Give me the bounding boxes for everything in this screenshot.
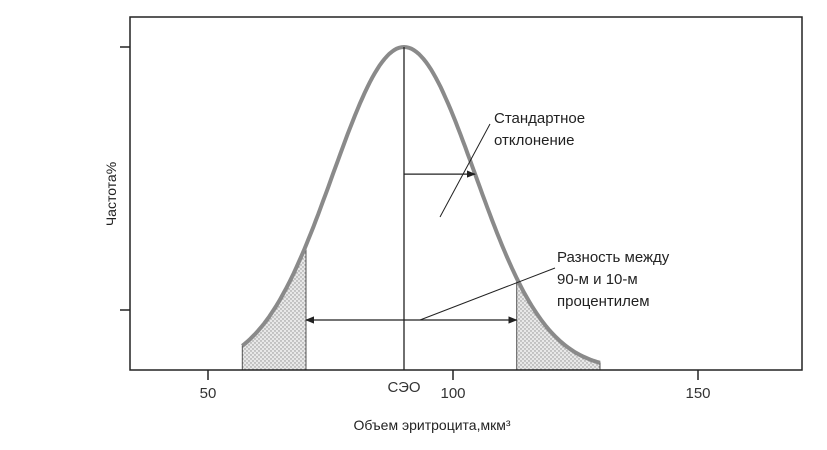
x-tick-label-50: 50 (200, 385, 217, 402)
sd-label-line-2: отклонение (494, 132, 575, 149)
y-axis-title: Частота% (103, 162, 119, 226)
mean-label: СЭО (387, 379, 420, 396)
range-leader (419, 267, 556, 321)
range-label-line-1: Разность между (557, 249, 670, 266)
x-ticks: 50 100 150 (200, 370, 711, 402)
sd-leader (439, 123, 491, 218)
x-tick-label-150: 150 (685, 385, 710, 402)
sd-label: Стандартное отклонение (494, 110, 589, 149)
range-label-line-2: 90-м и 10-м (557, 271, 638, 288)
plot-frame (129, 16, 803, 371)
x-axis-title: Объем эритроцита,мкм³ (353, 417, 510, 433)
range-label-line-3: процентилем (557, 293, 650, 310)
x-tick-label-100: 100 (440, 385, 465, 402)
sd-label-line-1: Стандартное (494, 110, 585, 127)
upper-tail-shade (516, 277, 601, 371)
range-label: Разность между 90-м и 10-м процентилем (557, 249, 673, 310)
distribution-curve (241, 44, 601, 365)
